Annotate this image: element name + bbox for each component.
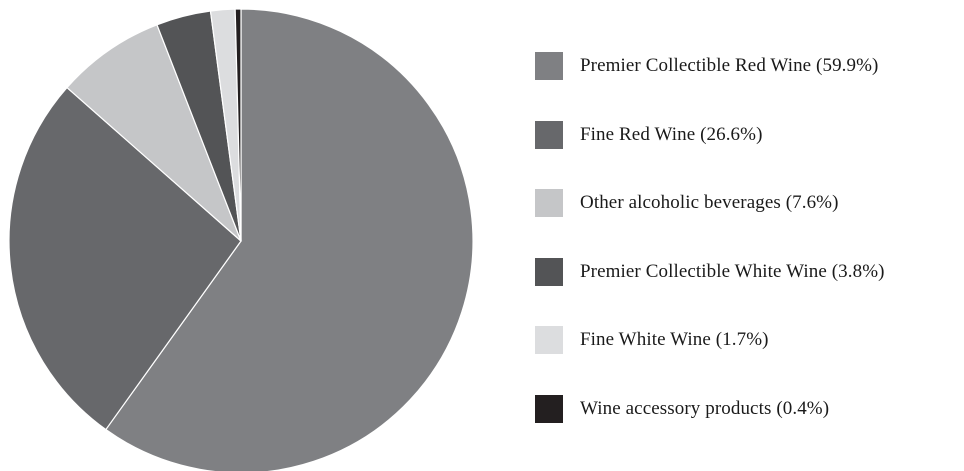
legend-swatch	[535, 257, 563, 286]
legend-item: Fine Red Wine (26.6%)	[535, 120, 885, 149]
pie-slice	[234, 8, 242, 242]
legend-swatch	[535, 52, 563, 80]
legend-swatch	[535, 394, 563, 423]
legend-swatch	[535, 189, 563, 218]
legend-swatch	[535, 120, 563, 149]
legend-item: Premier Collectible White Wine (3.8%)	[535, 257, 885, 286]
legend-label: Premier Collectible Red Wine (59.9%)	[580, 55, 879, 76]
legend-label: Other alcoholic beverages (7.6%)	[580, 192, 839, 214]
pie-slices	[8, 8, 474, 471]
pie-slice	[8, 86, 242, 431]
legend-label: Premier Collectible White Wine (3.8%)	[580, 260, 885, 282]
legend-label: Wine accessory products (0.4%)	[580, 397, 830, 419]
pie-slice	[105, 8, 474, 471]
legend-item: Other alcoholic beverages (7.6%)	[535, 189, 885, 218]
legend-swatch	[535, 326, 563, 355]
legend-label: Fine White Wine (1.7%)	[580, 329, 769, 351]
pie-slice	[66, 24, 242, 242]
legend-item: Premier Collectible Red Wine (59.9%)	[535, 52, 885, 80]
legend-label: Fine Red Wine (26.6%)	[580, 123, 763, 145]
legend-item: Fine White Wine (1.7%)	[535, 326, 885, 355]
legend-item: Wine accessory products (0.4%)	[535, 394, 885, 423]
chart-legend: Premier Collectible Red Wine (59.9%) Fin…	[535, 52, 885, 423]
